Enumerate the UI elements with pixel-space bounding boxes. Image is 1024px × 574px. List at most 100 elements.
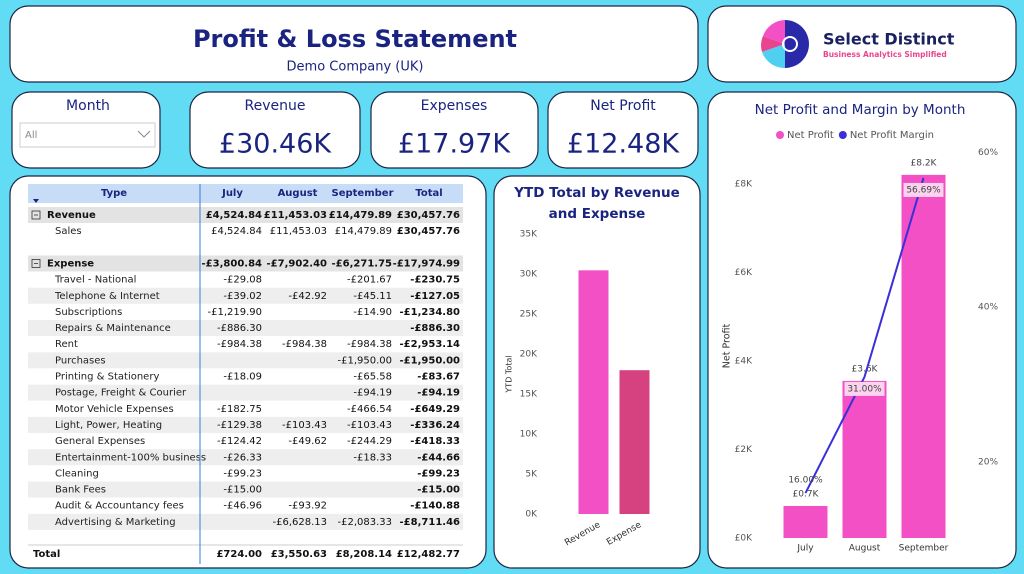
row-bg <box>28 384 463 401</box>
y-tick-label: 25K <box>520 310 538 320</box>
table-cell: -£124.42 <box>217 436 262 447</box>
table-cell: -£18.33 <box>353 452 392 463</box>
bar <box>842 380 887 538</box>
data-label-bg <box>844 381 885 396</box>
y-tick-label: 15K <box>520 390 538 400</box>
row-name: Entertainment-100% business <box>55 452 206 463</box>
table-cell: -£44.66 <box>417 452 460 463</box>
bar <box>901 174 946 538</box>
table-cell: -£886.30 <box>217 323 262 334</box>
table-cell: -£49.62 <box>288 436 327 447</box>
row-bg <box>28 416 463 433</box>
collapse-icon <box>31 259 41 268</box>
row-bg <box>28 352 463 369</box>
table-cell: -£1,234.80 <box>400 307 460 318</box>
table-cell: -£15.00 <box>417 485 460 496</box>
card-label: Net Profit <box>590 98 656 114</box>
table-cell: -£984.38 <box>282 339 327 350</box>
table-cell: -£418.33 <box>410 436 460 447</box>
logo-mark <box>761 20 809 69</box>
bar <box>578 270 609 514</box>
y-tick-label: £2K <box>735 445 753 455</box>
table-cell: -£14.90 <box>353 307 392 318</box>
row-name: Light, Power, Heating <box>55 420 162 431</box>
table-cell: £8,208.14 <box>336 549 392 560</box>
table-cell: -£83.67 <box>417 372 460 383</box>
card-value: £17.97K <box>398 129 511 160</box>
table-cell: £11,453.03 <box>270 226 327 237</box>
y-tick-label: 5K <box>525 470 538 480</box>
table-cell: £30,457.76 <box>397 226 460 237</box>
table-cell: -£230.75 <box>410 275 460 286</box>
row-bg <box>28 513 463 530</box>
legend-swatch <box>776 131 784 139</box>
table-cell: -£93.92 <box>288 501 327 512</box>
table-cell: -£46.96 <box>223 501 262 512</box>
table-cell: -£29.08 <box>223 275 262 286</box>
card-panel <box>370 91 539 169</box>
table-cell: £11,453.03 <box>264 210 327 221</box>
table-cell: -£244.29 <box>347 436 392 447</box>
total-name: Total <box>33 549 60 560</box>
table-cell: -£336.24 <box>410 420 460 431</box>
table-cell: -£140.88 <box>410 501 460 512</box>
y2-tick-label: 60% <box>978 148 998 158</box>
slicer-dropdown[interactable] <box>19 122 156 148</box>
data-label: 31.00% <box>847 384 882 394</box>
y-tick-label: 10K <box>520 430 538 440</box>
bar <box>783 505 828 538</box>
x-tick-label: August <box>849 544 881 554</box>
line <box>804 177 925 494</box>
table-cell: -£984.38 <box>217 339 262 350</box>
table-cell: -£182.75 <box>217 404 262 415</box>
table-cell: -£45.11 <box>353 291 392 302</box>
row-name: Rent <box>55 339 78 350</box>
table-cell: -£201.67 <box>347 275 392 286</box>
row-name: Printing & Stationery <box>55 372 159 383</box>
table-cell: £4,524.84 <box>206 210 262 221</box>
y-tick-label: 30K <box>520 270 538 280</box>
chart-title: YTD Total by Revenue and Expense <box>513 185 680 222</box>
data-label: 56.69% <box>906 185 941 195</box>
table-header-bg <box>28 184 463 203</box>
table-cell: -£103.43 <box>347 420 392 431</box>
card-label: Expenses <box>421 98 488 114</box>
table-cell: -£65.58 <box>353 372 392 383</box>
legend-label: Net Profit Margin <box>850 130 934 141</box>
table-cell: -£649.29 <box>410 404 460 415</box>
logo-name: Select Distinct <box>823 30 955 49</box>
table-cell: -£17,974.99 <box>393 258 460 269</box>
data-label: £3.6K <box>852 364 879 374</box>
row-name: Purchases <box>55 355 106 366</box>
table-cell: -£42.92 <box>288 291 327 302</box>
x-tick-label: July <box>796 544 814 554</box>
column-header: Total <box>415 188 442 199</box>
table-cell: -£39.02 <box>223 291 262 302</box>
legend-label: Net Profit <box>787 130 834 141</box>
data-label: £8.2K <box>911 158 938 168</box>
header-panel <box>9 5 699 83</box>
row-name: Travel - National <box>54 275 136 286</box>
group-name: Revenue <box>47 210 96 221</box>
y2-tick-label: 40% <box>978 303 998 313</box>
slicer-value[interactable]: All <box>25 130 37 141</box>
row-bg <box>28 449 463 466</box>
row-name: Subscriptions <box>55 307 122 318</box>
data-label: 16.00% <box>788 476 823 486</box>
logo-tagline: Business Analytics Simplified <box>823 50 947 59</box>
row-bg <box>28 481 463 498</box>
row-name: Telephone & Internet <box>54 291 160 302</box>
card-label: Revenue <box>245 98 306 114</box>
column-header: July <box>221 188 243 199</box>
dropdown-arrow[interactable] <box>137 130 151 138</box>
table-cell: £14,479.89 <box>329 210 392 221</box>
table-cell: -£466.54 <box>347 404 392 415</box>
y-tick-label: 20K <box>520 350 538 360</box>
y-tick-label: £0K <box>735 534 753 544</box>
table-cell: -£99.23 <box>417 468 460 479</box>
column-header: August <box>278 188 318 199</box>
table-cell: -£26.33 <box>223 452 262 463</box>
y2-tick-label: 20% <box>978 458 998 468</box>
column-header: Type <box>101 188 127 199</box>
